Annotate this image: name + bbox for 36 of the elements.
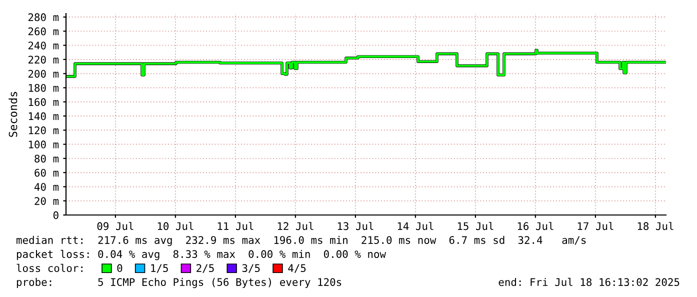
legend-label: 2/5 (196, 264, 214, 273)
y-tick-label: 120 m (28, 126, 59, 134)
legend-title: loss color: (16, 264, 82, 272)
x-tick-label: 18 Jul (638, 222, 674, 230)
y-tick-label: 280 m (28, 13, 59, 22)
y-axis-title: Seconds (8, 92, 18, 137)
x-tick-label: 10 Jul (158, 222, 194, 230)
x-tick-label: 12 Jul (278, 222, 314, 230)
text: packet loss: 0.04 % avg 8.33 % max 0.00 % min 0.00 % now (16, 250, 386, 260)
y-tick-label: 240 m (28, 42, 59, 50)
y-tick-label: 0 (53, 211, 58, 220)
y-tick-label: 100 m (28, 140, 59, 148)
y-tick-label: 200 m (28, 70, 59, 78)
y-tick-label: 180 m (28, 84, 59, 92)
x-tick-label: 14 Jul (398, 222, 434, 230)
y-tick-label: 20 m (34, 197, 59, 205)
x-tick-label: 11 Jul (218, 222, 254, 230)
y-tick-label: 40 m (34, 182, 59, 191)
x-tick-label: 16 Jul (518, 222, 554, 230)
y-tick-label: 160 m (28, 98, 59, 106)
legend-label: 3/5 (242, 264, 260, 273)
y-tick-label: 80 m (34, 154, 59, 163)
x-tick-label: 09 Jul (97, 222, 134, 230)
y-tick-label: 260 m (28, 27, 59, 36)
y-tick-label: 140 m (28, 112, 59, 120)
y-tick-label: 60 m (34, 168, 59, 177)
legend-label: 0 (117, 264, 122, 272)
y-tick-label: 220 m (28, 56, 59, 64)
legend-label: 4/5 (288, 264, 306, 273)
x-tick-label: 17 Jul (578, 222, 614, 230)
x-tick-label: 15 Jul (458, 222, 494, 230)
text: median rtt: 217.6 ms avg 232.9 ms max 196.0 ms min 215.0 ms now 6.7 ms sd 32.4 am/s (16, 236, 586, 246)
text: end: Fri Jul 18 16:13:02 2025 (498, 278, 680, 286)
x-tick-label: 13 Jul (338, 222, 374, 230)
legend-label: 1/5 (151, 264, 168, 273)
text: probe: 5 ICMP Echo Pings (56 Bytes) every 120s (16, 278, 342, 288)
